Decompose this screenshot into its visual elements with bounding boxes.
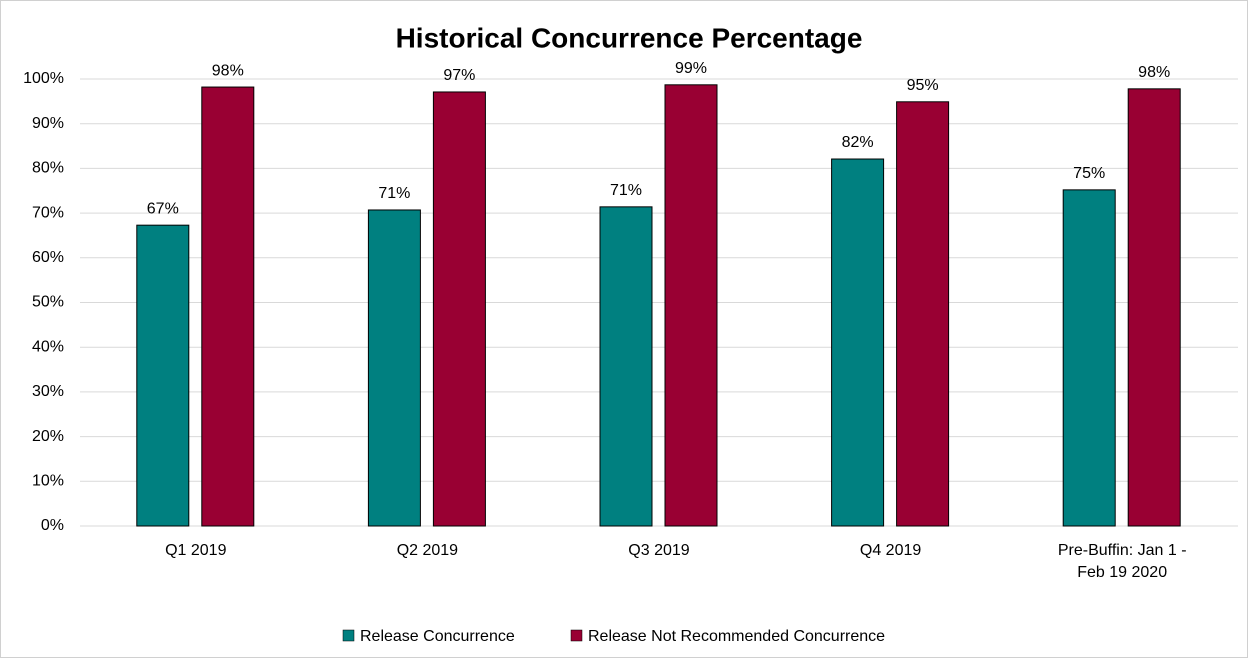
y-tick-label: 70% <box>32 204 64 221</box>
y-tick-label: 80% <box>32 160 64 177</box>
bar <box>201 86 255 527</box>
legend-label: Release Concurrence <box>360 628 515 645</box>
legend-label: Release Not Recommended Concurrence <box>588 628 885 645</box>
y-tick-label: 60% <box>32 249 64 266</box>
data-label: 75% <box>1073 165 1105 182</box>
x-tick-label: Q3 2019 <box>628 542 690 559</box>
y-tick-label: 0% <box>41 517 64 534</box>
data-label: 71% <box>378 185 410 202</box>
bar <box>664 84 718 527</box>
data-label: 67% <box>147 200 179 217</box>
bar <box>896 101 950 527</box>
x-tick-label: Pre-Buffin: Jan 1 - Feb 19 2020 <box>1057 542 1187 581</box>
data-label: 71% <box>610 182 642 199</box>
bar <box>1062 189 1116 527</box>
bar <box>136 224 190 527</box>
legend-swatch <box>342 629 355 642</box>
x-tick-label: Q1 2019 <box>165 542 227 559</box>
bar <box>599 206 653 527</box>
bar <box>367 209 421 527</box>
data-label: 98% <box>212 62 244 79</box>
data-label: 82% <box>842 134 874 151</box>
y-tick-label: 30% <box>32 383 64 400</box>
y-tick-label: 100% <box>23 70 64 87</box>
data-label: 98% <box>1138 64 1170 81</box>
legend-swatch <box>570 629 583 642</box>
y-tick-label: 40% <box>32 338 64 355</box>
y-tick-label: 50% <box>32 294 64 311</box>
y-tick-label: 10% <box>32 473 64 490</box>
bar <box>831 158 885 527</box>
data-label: 95% <box>907 77 939 94</box>
bar <box>432 91 486 527</box>
x-tick-label: Q4 2019 <box>859 542 922 559</box>
x-tick-label: Q2 2019 <box>396 542 459 559</box>
chart-title: Historical Concurrence Percentage <box>396 22 863 53</box>
y-tick-label: 90% <box>32 115 64 132</box>
data-label: 97% <box>443 67 475 84</box>
y-tick-label: 20% <box>32 428 64 445</box>
data-label: 99% <box>675 60 707 77</box>
bar <box>1127 88 1181 527</box>
